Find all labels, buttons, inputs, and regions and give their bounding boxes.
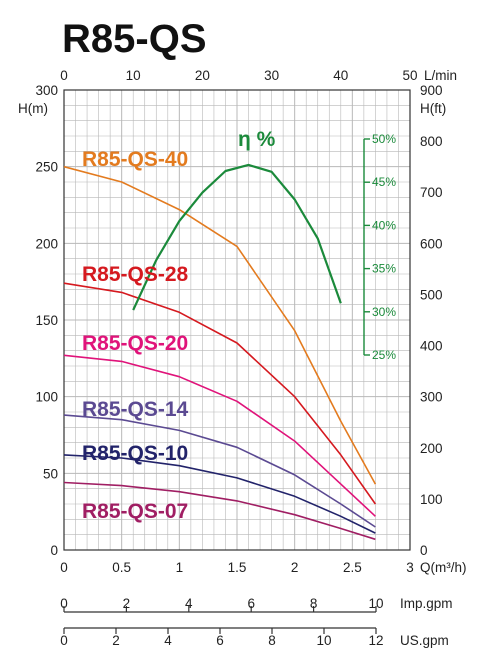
series-line-r85-qs-14: [63, 414, 376, 528]
x-tick-label: 3: [406, 560, 414, 575]
right-axis-label: H(ft): [420, 101, 446, 116]
series-label-r85-qs-07: R85-QS-07: [82, 500, 188, 523]
series-group: [63, 163, 377, 541]
x-axis-label: Q(m³/h): [420, 560, 467, 575]
top-tick-label: 40: [333, 68, 348, 83]
imp-gpm-tick-label: 10: [368, 596, 383, 611]
efficiency-curve: [132, 163, 342, 311]
imp-gpm-tick-label: 6: [247, 596, 255, 611]
y-tick-label: 150: [35, 313, 58, 328]
top-axis-label: L/min: [424, 68, 457, 83]
labels-group: R85-QS-40 R85-QS-28 R85-QS-20 R85-QS-14 R85-…: [82, 128, 276, 523]
right-tick-label: 300: [420, 390, 443, 405]
top-tick-label: 30: [264, 68, 279, 83]
x-tick-label: 1.5: [228, 560, 247, 575]
right-tick-label: 0: [420, 543, 428, 558]
series-label-r85-qs-10: R85-QS-10: [82, 442, 188, 465]
series-line-r85-qs-20: [63, 354, 376, 517]
series-line-r85-qs-28: [63, 282, 377, 505]
imp-gpm-tick-label: 2: [123, 596, 131, 611]
efficiency-tick-label: 45%: [372, 175, 396, 189]
series-label-r85-qs-40: R85-QS-40: [82, 148, 188, 171]
y-tick-label: 250: [35, 160, 58, 175]
efficiency-tick-label: 40%: [372, 218, 396, 232]
y-tick-label: 200: [35, 236, 58, 251]
imp-gpm-tick-label: 0: [60, 596, 68, 611]
y-tick-label: 0: [50, 543, 58, 558]
right-tick-label: 800: [420, 134, 443, 149]
x-tick-label: 0: [60, 560, 68, 575]
right-tick-label: 900: [420, 83, 443, 98]
x-tick-label: 2: [291, 560, 299, 575]
us-gpm-tick-label: 12: [368, 633, 383, 648]
efficiency-tick-label: 30%: [372, 305, 396, 319]
top-tick-label: 20: [195, 68, 210, 83]
us-gpm-tick-label: 4: [164, 633, 172, 648]
top-tick-label: 0: [60, 68, 68, 83]
series-label-r85-qs-20: R85-QS-20: [82, 332, 188, 355]
y-tick-label: 100: [35, 390, 58, 405]
series-label-r85-qs-14: R85-QS-14: [82, 398, 189, 421]
imp-gpm-tick-label: 8: [310, 596, 318, 611]
top-tick-label: 50: [402, 68, 417, 83]
series-label-r85-qs-28: R85-QS-28: [82, 263, 189, 286]
imp-gpm-axis-label: Imp.gpm: [400, 596, 453, 611]
us-gpm-tick-label: 2: [112, 633, 120, 648]
series-line-r85-qs-40: [63, 165, 377, 485]
us-gpm-tick-label: 0: [60, 633, 68, 648]
series-line-r85-qs-07: [63, 481, 376, 541]
y-axis-label: H(m): [18, 101, 48, 116]
efficiency-tick-label: 25%: [372, 348, 396, 362]
series-line-r85-qs-10: [63, 454, 376, 534]
us-gpm-tick-label: 8: [268, 633, 276, 648]
us-gpm-tick-label: 6: [216, 633, 224, 648]
top-tick-label: 10: [126, 68, 141, 83]
right-tick-label: 200: [420, 441, 443, 456]
right-tick-label: 100: [420, 492, 443, 507]
efficiency-tick-label: 35%: [372, 262, 396, 276]
right-tick-label: 400: [420, 339, 443, 354]
chart-title: R85-QS: [62, 17, 207, 61]
plot-frame: [63, 89, 411, 551]
right-tick-label: 700: [420, 185, 443, 200]
efficiency-tick-label: 50%: [372, 132, 396, 146]
x-tick-label: 0.5: [112, 560, 131, 575]
y-tick-label: 50: [43, 466, 58, 481]
x-tick-label: 1: [176, 560, 184, 575]
right-tick-label: 500: [420, 287, 443, 302]
y-tick-label: 300: [35, 83, 58, 98]
axes: 0 0.5 1 1.5 2 2.5 3 Q(m³/h)050100150200250300H(…: [18, 68, 467, 648]
x-tick-label: 2.5: [343, 560, 362, 575]
imp-gpm-tick-label: 4: [185, 596, 193, 611]
us-gpm-axis-label: US.gpm: [400, 633, 449, 648]
us-gpm-tick-label: 10: [316, 633, 331, 648]
right-tick-label: 600: [420, 236, 443, 251]
efficiency-label: η %: [238, 128, 276, 151]
